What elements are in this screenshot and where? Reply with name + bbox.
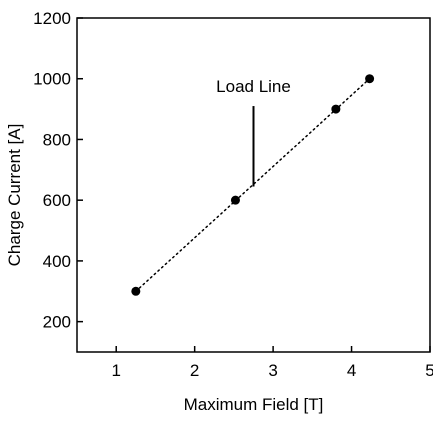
plot-area	[131, 74, 375, 296]
x-axis-label: Maximum Field [T]	[184, 395, 324, 414]
data-point	[365, 74, 375, 84]
data-point	[230, 195, 240, 205]
load-line-label: Load Line	[216, 77, 291, 96]
axes: 1 2 3 4 5 200 400 600 800 1000 1200	[33, 9, 433, 380]
data-point	[131, 286, 141, 296]
y-tick-label: 1000	[33, 70, 71, 89]
data-point	[331, 104, 341, 114]
x-tick-label: 3	[268, 361, 277, 380]
y-tick-label: 1200	[33, 9, 71, 28]
x-tick-label: 4	[347, 361, 356, 380]
x-tick-label: 5	[425, 361, 433, 380]
y-axis-label: Charge Current [A]	[5, 124, 24, 267]
plot-frame	[76, 17, 431, 353]
y-tick-label: 200	[43, 313, 71, 332]
y-tick-label: 600	[43, 191, 71, 210]
annotation-layer: Load Line	[216, 77, 291, 187]
y-tick-label: 800	[43, 130, 71, 149]
x-tick-label: 1	[111, 361, 120, 380]
y-tick-label: 400	[43, 252, 71, 271]
x-tick-label: 2	[190, 361, 199, 380]
